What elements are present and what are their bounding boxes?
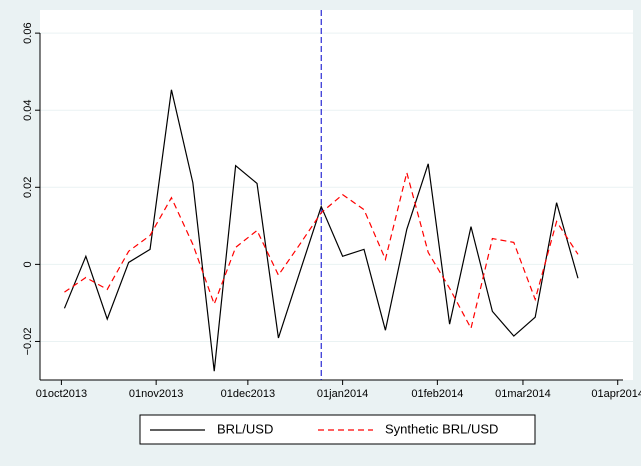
- y-tick-label: −0.02: [22, 328, 34, 356]
- x-tick-label: 01oct2013: [36, 388, 87, 400]
- legend-label: Synthetic BRL/USD: [385, 421, 498, 436]
- y-tick-label: 0.04: [22, 99, 34, 120]
- y-tick-label: 0.06: [22, 22, 34, 43]
- series-line: [63, 89, 579, 372]
- legend-box: [139, 414, 536, 445]
- x-tick-label: 01feb2014: [411, 388, 463, 400]
- x-tick-label: 01jan2014: [317, 388, 368, 400]
- x-tick-label: 01apr2014: [591, 388, 641, 400]
- y-tick-label: 0: [22, 261, 34, 267]
- x-tick-label: 01mar2014: [495, 388, 551, 400]
- series-line: [64, 172, 579, 331]
- x-tick-label: 01nov2013: [129, 388, 183, 400]
- y-tick-label: 0.02: [22, 177, 34, 198]
- x-tick-label: 01dec2013: [221, 388, 275, 400]
- plot-area: [40, 10, 633, 380]
- legend-label: BRL/USD: [217, 421, 273, 436]
